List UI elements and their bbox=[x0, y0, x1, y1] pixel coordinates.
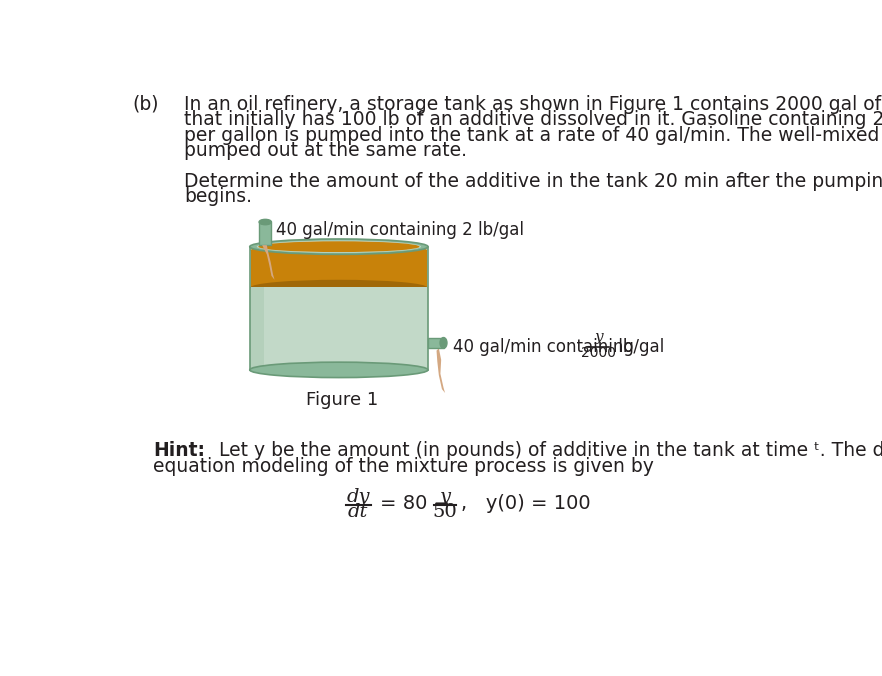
Polygon shape bbox=[250, 251, 427, 287]
Ellipse shape bbox=[250, 243, 427, 258]
Text: y: y bbox=[594, 331, 602, 344]
Text: (b): (b) bbox=[132, 95, 159, 114]
Text: 2000: 2000 bbox=[581, 346, 616, 360]
Text: begins.: begins. bbox=[183, 187, 252, 206]
Text: lb/gal: lb/gal bbox=[613, 338, 664, 356]
Ellipse shape bbox=[250, 362, 428, 378]
Ellipse shape bbox=[250, 362, 428, 378]
Text: dt: dt bbox=[348, 503, 369, 521]
Text: per gallon is pumped into the tank at a rate of 40 gal/min. The well-mixed solut: per gallon is pumped into the tank at a … bbox=[183, 126, 882, 145]
Text: 40 gal/min containing: 40 gal/min containing bbox=[452, 338, 639, 356]
Ellipse shape bbox=[259, 219, 272, 224]
Ellipse shape bbox=[250, 280, 427, 295]
Text: y: y bbox=[439, 487, 451, 506]
Polygon shape bbox=[250, 247, 428, 370]
Polygon shape bbox=[250, 287, 427, 370]
Polygon shape bbox=[428, 337, 444, 348]
Text: Figure 1: Figure 1 bbox=[306, 391, 378, 410]
Text: = 80 −: = 80 − bbox=[380, 494, 450, 513]
Text: Let y be the amount (in pounds) of additive in the tank at time ᵗ. The different: Let y be the amount (in pounds) of addit… bbox=[201, 441, 882, 460]
Polygon shape bbox=[250, 247, 264, 370]
Text: In an oil refinery, a storage tank as shown in Figure 1 contains 2000 gal of gas: In an oil refinery, a storage tank as sh… bbox=[183, 95, 882, 114]
Text: 50: 50 bbox=[433, 503, 458, 521]
Text: ,   y(0) = 100: , y(0) = 100 bbox=[460, 494, 590, 513]
Text: Determine the amount of the additive in the tank 20 min after the pumping proces: Determine the amount of the additive in … bbox=[183, 172, 882, 191]
Polygon shape bbox=[250, 287, 264, 370]
Text: equation modeling of the mixture process is given by: equation modeling of the mixture process… bbox=[153, 457, 654, 476]
Text: Hint:: Hint: bbox=[153, 441, 205, 460]
Text: that initially has 100 lb of an additive dissolved in it. Gasoline containing 2 : that initially has 100 lb of an additive… bbox=[183, 110, 882, 129]
Polygon shape bbox=[262, 245, 274, 280]
Text: pumped out at the same rate.: pumped out at the same rate. bbox=[183, 141, 467, 160]
Polygon shape bbox=[259, 222, 272, 245]
Ellipse shape bbox=[440, 337, 447, 348]
Text: 40 gal/min containing 2 lb/gal: 40 gal/min containing 2 lb/gal bbox=[276, 221, 524, 239]
Ellipse shape bbox=[258, 241, 420, 252]
Text: dy: dy bbox=[347, 487, 370, 506]
Polygon shape bbox=[437, 348, 445, 393]
Ellipse shape bbox=[250, 239, 428, 254]
Ellipse shape bbox=[257, 241, 421, 253]
